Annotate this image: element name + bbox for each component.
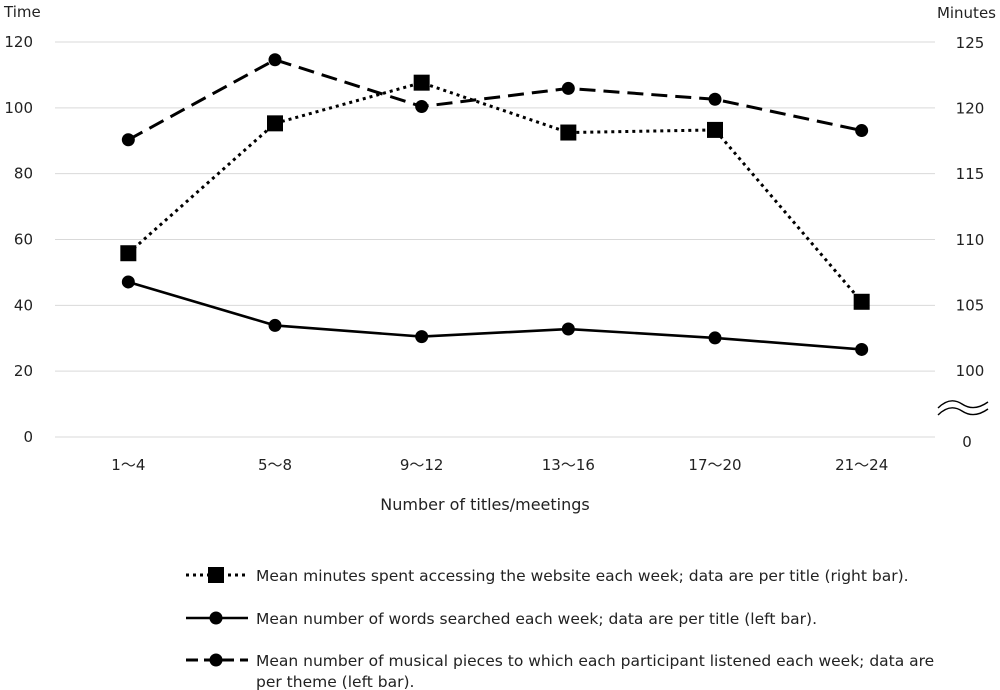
right-tick-label: 110: [956, 231, 985, 249]
legend-label: Mean number of musical pieces to which e…: [256, 652, 934, 670]
legend-label: Mean minutes spent accessing the website…: [256, 567, 909, 585]
legend: Mean minutes spent accessing the website…: [186, 567, 934, 690]
legend-marker: [209, 611, 223, 625]
right-tick-label: 115: [956, 165, 985, 183]
data-point: [561, 322, 575, 336]
data-point: [121, 133, 135, 147]
data-point: [267, 115, 283, 132]
data-point: [560, 124, 577, 141]
left-tick-label: 0: [23, 428, 33, 446]
data-point: [707, 121, 723, 138]
data-point: [413, 74, 430, 91]
left-tick-label: 100: [4, 99, 33, 117]
left-tick-label: 40: [14, 296, 33, 314]
data-point: [415, 100, 429, 114]
x-tick-label: 1～4: [111, 456, 145, 474]
data-point: [415, 330, 429, 344]
series-line: [127, 58, 862, 142]
right-tick-label: 125: [956, 34, 985, 52]
series-2: [121, 53, 869, 147]
right-tick-label: 120: [956, 100, 985, 118]
data-point: [853, 293, 870, 310]
left-tick-label: 120: [4, 33, 33, 51]
series-1: [121, 275, 869, 356]
left-axis-ticks: 0 20 40 60 80 100 120: [4, 33, 33, 446]
x-tick-label: 5～8: [258, 456, 292, 474]
data-point: [855, 124, 869, 138]
right-axis-title: Minutes: [937, 4, 996, 22]
series-line: [127, 81, 863, 303]
data-point: [268, 53, 282, 67]
legend-item: Mean number of musical pieces to which e…: [186, 652, 934, 690]
x-tick-label: 13～16: [542, 456, 595, 474]
data-point: [561, 81, 575, 95]
x-tick-label: 17～20: [688, 456, 741, 474]
axis-break-icon: [937, 400, 989, 416]
left-tick-label: 20: [14, 362, 33, 380]
series-group: [120, 53, 870, 356]
gridlines: [55, 41, 935, 438]
data-point: [121, 275, 135, 289]
right-tick-label: 100: [956, 362, 985, 380]
series-line: [127, 280, 862, 351]
left-tick-label: 80: [14, 165, 33, 183]
legend-marker: [209, 653, 223, 667]
right-axis-bottom-label: 0: [962, 433, 972, 451]
right-axis-ticks: 100 105 110 115 120 125: [956, 34, 985, 380]
left-axis-title: Time: [3, 3, 41, 21]
data-point: [708, 92, 722, 106]
data-point: [708, 331, 722, 345]
left-tick-label: 60: [14, 231, 33, 249]
series-0: [120, 74, 870, 310]
legend-label: per theme (left bar).: [256, 673, 414, 690]
data-point: [855, 342, 869, 356]
x-tick-label: 9～12: [400, 456, 444, 474]
data-point: [268, 318, 282, 332]
legend-label: Mean number of words searched each week;…: [256, 610, 817, 628]
legend-marker: [208, 567, 224, 583]
x-axis-ticks: 1～4 5～8 9～12 13～16 17～20 21～24: [111, 456, 888, 474]
data-point: [120, 245, 137, 262]
x-tick-label: 21～24: [835, 456, 888, 474]
legend-item: Mean minutes spent accessing the website…: [186, 567, 909, 585]
legend-item: Mean number of words searched each week;…: [186, 610, 817, 628]
right-tick-label: 105: [956, 296, 985, 314]
x-axis-title: Number of titles/meetings: [380, 495, 590, 514]
